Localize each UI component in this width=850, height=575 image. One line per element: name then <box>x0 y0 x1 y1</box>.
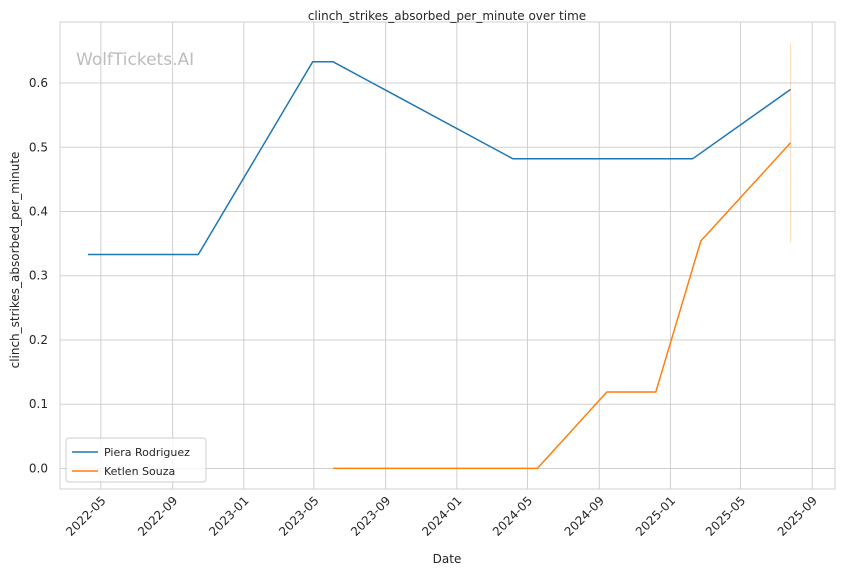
x-tick-label: 2025-09 <box>775 494 820 539</box>
y-tick-label: 0.6 <box>29 76 48 90</box>
legend: Piera Rodriguez Ketlen Souza <box>65 437 207 483</box>
y-tick-label: 0.3 <box>29 269 48 283</box>
series-lines <box>88 61 792 470</box>
x-axis-label: Date <box>433 552 462 566</box>
y-tick-label: 0.0 <box>29 461 48 475</box>
y-tick-label: 0.2 <box>29 333 48 347</box>
plot-area <box>59 21 836 490</box>
y-tick-label: 0.5 <box>29 140 48 154</box>
y-tick-label: 0.1 <box>29 397 48 411</box>
series-line-piera-rodriguez <box>88 61 792 256</box>
x-tick-label: 2022-09 <box>135 494 180 539</box>
x-tick-labels: 2022-05 2022-09 2023-01 2023-05 2023-09 2024-… <box>63 494 820 539</box>
watermark: WolfTickets.AI <box>76 50 194 70</box>
x-tick-label: 2023-09 <box>348 494 393 539</box>
legend-label-ketlen: Ketlen Souza <box>104 465 175 478</box>
x-tick-label: 2022-05 <box>63 494 108 539</box>
x-tick-label: 2025-05 <box>703 494 748 539</box>
x-tick-label: 2023-01 <box>206 494 251 539</box>
series-line-ketlen-souza <box>333 142 792 470</box>
y-axis-label: clinch_strikes_absorbed_per_minute <box>8 152 22 369</box>
legend-label-piera: Piera Rodriguez <box>104 446 190 459</box>
x-tick-label: 2024-05 <box>490 494 535 539</box>
x-tick-label: 2024-01 <box>419 494 464 539</box>
x-tick-label: 2025-01 <box>633 494 678 539</box>
y-tick-labels: 0.0 0.1 0.2 0.3 0.4 0.5 0.6 <box>29 76 48 475</box>
chart-title: clinch_strikes_absorbed_per_minute over … <box>308 9 586 23</box>
y-tick-label: 0.4 <box>29 204 48 218</box>
x-tick-label: 2023-05 <box>276 494 321 539</box>
x-tick-label: 2024-09 <box>562 494 607 539</box>
legend-box <box>65 437 207 483</box>
